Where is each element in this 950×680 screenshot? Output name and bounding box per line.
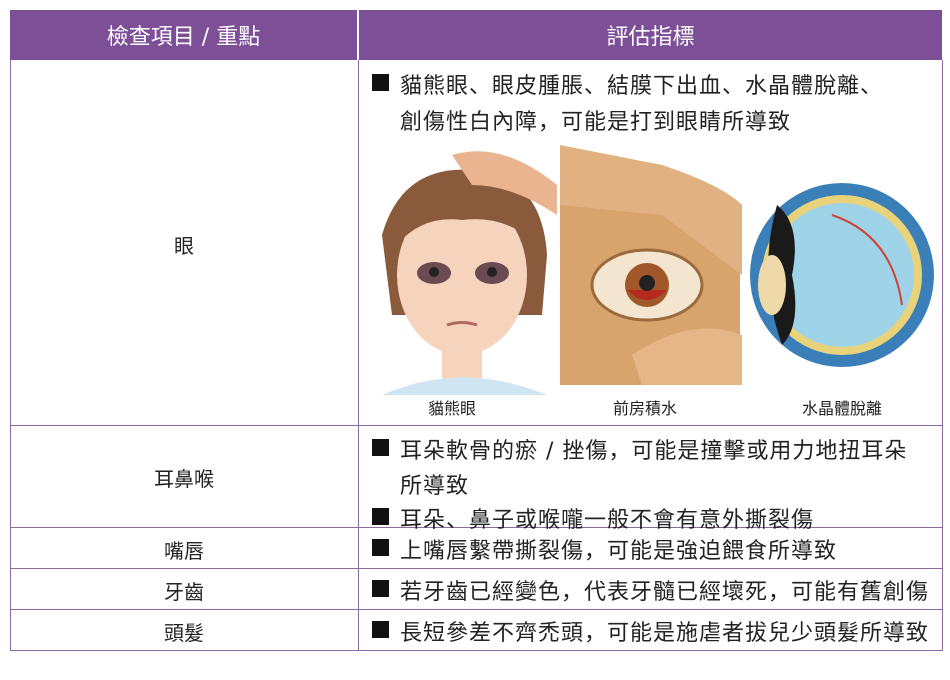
illustrations bbox=[382, 145, 934, 395]
indicator-line: 創傷性白內障，可能是打到眼睛所導致 bbox=[400, 110, 792, 135]
header-cell: 檢查項目 / 重點 bbox=[10, 10, 357, 60]
indicator-line: 若牙齒已經變色，代表牙髓已經壞死，可能有舊創傷 bbox=[400, 580, 930, 605]
header-cell: 評估指標 bbox=[359, 10, 942, 60]
item: 耳鼻喉 bbox=[154, 467, 214, 491]
item: 頭髮 bbox=[164, 621, 204, 645]
border bbox=[10, 60, 11, 651]
border bbox=[10, 609, 943, 610]
item: 眼 bbox=[174, 234, 194, 258]
bullet bbox=[372, 580, 389, 597]
figure-caption: 前房積水 bbox=[612, 399, 677, 418]
bullet bbox=[372, 439, 389, 456]
border bbox=[10, 650, 943, 651]
divider bbox=[357, 10, 359, 60]
indicator-line: 上嘴唇繫帶撕裂傷，可能是強迫餵食所導致 bbox=[400, 539, 838, 564]
border bbox=[942, 60, 943, 651]
indicator-line: 耳朵、鼻子或喉嚨一般不會有意外撕裂傷 bbox=[400, 508, 815, 533]
indicator-line: 所導致 bbox=[400, 474, 470, 499]
indicator-line: 貓熊眼、眼皮腫脹、結膜下出血、水晶體脫離、 bbox=[400, 74, 884, 99]
figure-caption: 水晶體脫離 bbox=[801, 399, 882, 418]
eyeball bbox=[750, 183, 934, 367]
bullet bbox=[372, 621, 389, 638]
bullet bbox=[372, 508, 389, 525]
child-face bbox=[382, 151, 557, 395]
item: 牙齒 bbox=[164, 580, 204, 604]
indicator-line: 耳朵軟骨的瘀 / 挫傷，可能是撞擊或用力地扭耳朵 bbox=[400, 439, 908, 464]
figure-caption: 貓熊眼 bbox=[427, 399, 476, 418]
border bbox=[10, 425, 943, 426]
eye-closeup bbox=[560, 145, 742, 385]
border bbox=[358, 60, 359, 651]
item: 嘴唇 bbox=[164, 539, 204, 563]
bullet bbox=[372, 539, 389, 556]
bullet bbox=[372, 74, 389, 91]
indicator-line: 長短參差不齊禿頭，可能是施虐者拔兒少頭髮所導致 bbox=[400, 621, 930, 646]
border bbox=[10, 527, 943, 528]
border bbox=[10, 568, 943, 569]
